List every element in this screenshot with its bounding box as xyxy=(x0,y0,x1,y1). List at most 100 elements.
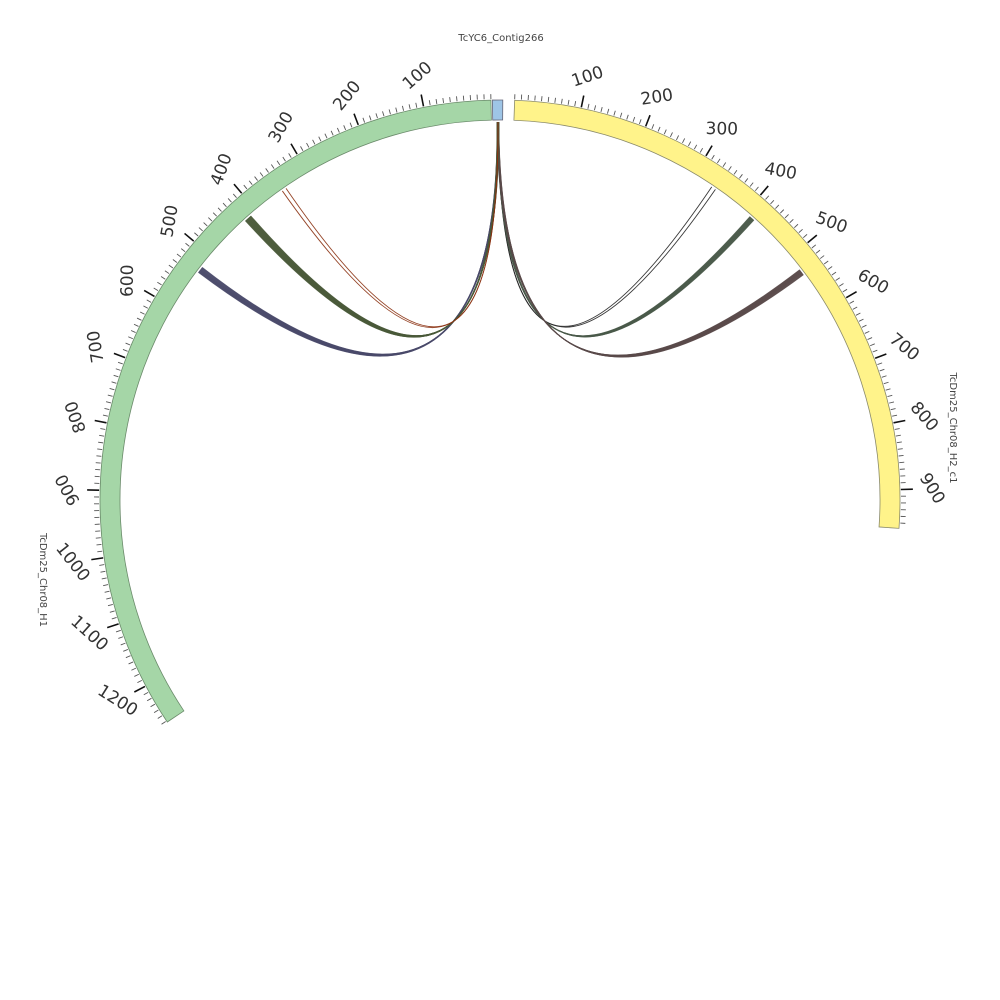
minor-tick xyxy=(185,242,190,247)
minor-tick xyxy=(118,636,124,639)
minor-tick xyxy=(547,96,550,102)
minor-tick xyxy=(168,264,174,269)
minor-tick xyxy=(106,597,112,600)
major-tick xyxy=(845,290,857,299)
major-tick xyxy=(705,145,713,157)
minor-tick xyxy=(619,112,623,118)
tick-label-h2c1-300: 300 xyxy=(705,119,738,140)
minor-tick xyxy=(133,323,139,327)
minor-tick xyxy=(128,661,134,665)
link-line xyxy=(246,122,500,338)
minor-tick xyxy=(676,135,680,141)
minor-tick xyxy=(150,703,156,708)
minor-tick xyxy=(232,193,237,198)
minor-tick xyxy=(606,108,610,114)
tick-label-h1-1000: 1000 xyxy=(51,539,94,585)
minor-tick xyxy=(733,170,738,175)
minor-tick xyxy=(259,172,264,177)
minor-tick xyxy=(456,96,458,102)
minor-tick xyxy=(180,248,186,253)
minor-tick xyxy=(852,306,858,310)
minor-tick xyxy=(779,209,785,214)
link-line xyxy=(497,122,803,357)
minor-tick xyxy=(898,455,904,457)
minor-tick xyxy=(128,336,134,340)
minor-tick xyxy=(561,98,563,104)
minor-tick xyxy=(722,162,727,167)
link-line xyxy=(497,122,752,337)
minor-tick xyxy=(100,428,106,430)
tick-label-h1-100: 100 xyxy=(399,58,437,94)
minor-tick xyxy=(104,590,110,593)
minor-tick xyxy=(716,158,721,164)
minor-tick xyxy=(864,330,870,334)
major-tick xyxy=(644,114,651,127)
link-line xyxy=(496,122,801,356)
link-line xyxy=(497,122,803,357)
minor-tick xyxy=(105,401,112,404)
minor-tick xyxy=(682,138,686,144)
minor-tick xyxy=(139,311,145,315)
minor-tick xyxy=(324,133,328,139)
tick-label-h1-1100: 1100 xyxy=(66,612,112,656)
minor-tick xyxy=(835,277,841,281)
tick-label-h1-1200: 1200 xyxy=(94,681,141,721)
minor-tick xyxy=(802,234,808,239)
tick-label-h1-500: 500 xyxy=(157,203,182,238)
minor-tick xyxy=(867,337,873,341)
synteny-links xyxy=(198,121,804,358)
minor-tick xyxy=(428,100,431,106)
minor-tick xyxy=(574,101,577,107)
minor-tick xyxy=(146,697,152,702)
minor-tick xyxy=(744,178,749,183)
tick-label-h1-700: 700 xyxy=(84,329,109,364)
chromosome-segments xyxy=(99,99,901,723)
minor-tick xyxy=(855,312,861,316)
major-tick xyxy=(580,95,585,108)
link-line xyxy=(497,122,801,356)
minor-tick xyxy=(831,271,837,276)
link-line xyxy=(247,122,499,337)
minor-tick xyxy=(282,156,286,162)
major-tick xyxy=(807,234,818,244)
link-line xyxy=(497,122,752,337)
minor-tick xyxy=(312,139,316,145)
minor-tick xyxy=(122,349,128,352)
minor-tick xyxy=(362,117,366,123)
minor-tick xyxy=(123,649,129,652)
tick-label-h2c1-200: 200 xyxy=(639,85,674,110)
tick-label-h2c1-500: 500 xyxy=(813,208,850,238)
tick-label-h1-600: 600 xyxy=(118,264,138,297)
minor-tick xyxy=(300,146,304,151)
link-line xyxy=(496,122,751,337)
minor-tick xyxy=(765,195,770,200)
minor-tick xyxy=(270,164,275,169)
link-line xyxy=(201,122,498,355)
tick-label-h2c1-400: 400 xyxy=(763,159,799,185)
major-tick xyxy=(893,419,906,424)
minor-tick xyxy=(172,259,178,263)
link-line xyxy=(200,122,499,356)
link-line xyxy=(248,122,499,337)
tick-label-h1-200: 200 xyxy=(329,77,365,115)
minor-tick xyxy=(728,166,732,171)
minor-tick xyxy=(382,111,385,117)
link-bundle-h1-418 xyxy=(244,121,500,338)
link-line xyxy=(497,122,752,337)
minor-tick xyxy=(811,244,817,249)
minor-tick xyxy=(869,343,875,347)
segment-contig-arc xyxy=(491,99,504,121)
major-tick xyxy=(91,557,104,561)
link-line xyxy=(497,122,753,337)
minor-tick xyxy=(137,679,143,684)
minor-tick xyxy=(693,144,698,150)
link-line xyxy=(245,122,500,338)
minor-tick xyxy=(881,375,887,378)
tick-label-h2c1-700: 700 xyxy=(885,329,923,365)
minor-tick xyxy=(248,180,253,185)
segment-name-contig: TcYC6_Contig266 xyxy=(457,33,543,44)
minor-tick xyxy=(408,104,411,110)
link-line xyxy=(498,122,755,338)
minor-tick xyxy=(243,184,248,190)
